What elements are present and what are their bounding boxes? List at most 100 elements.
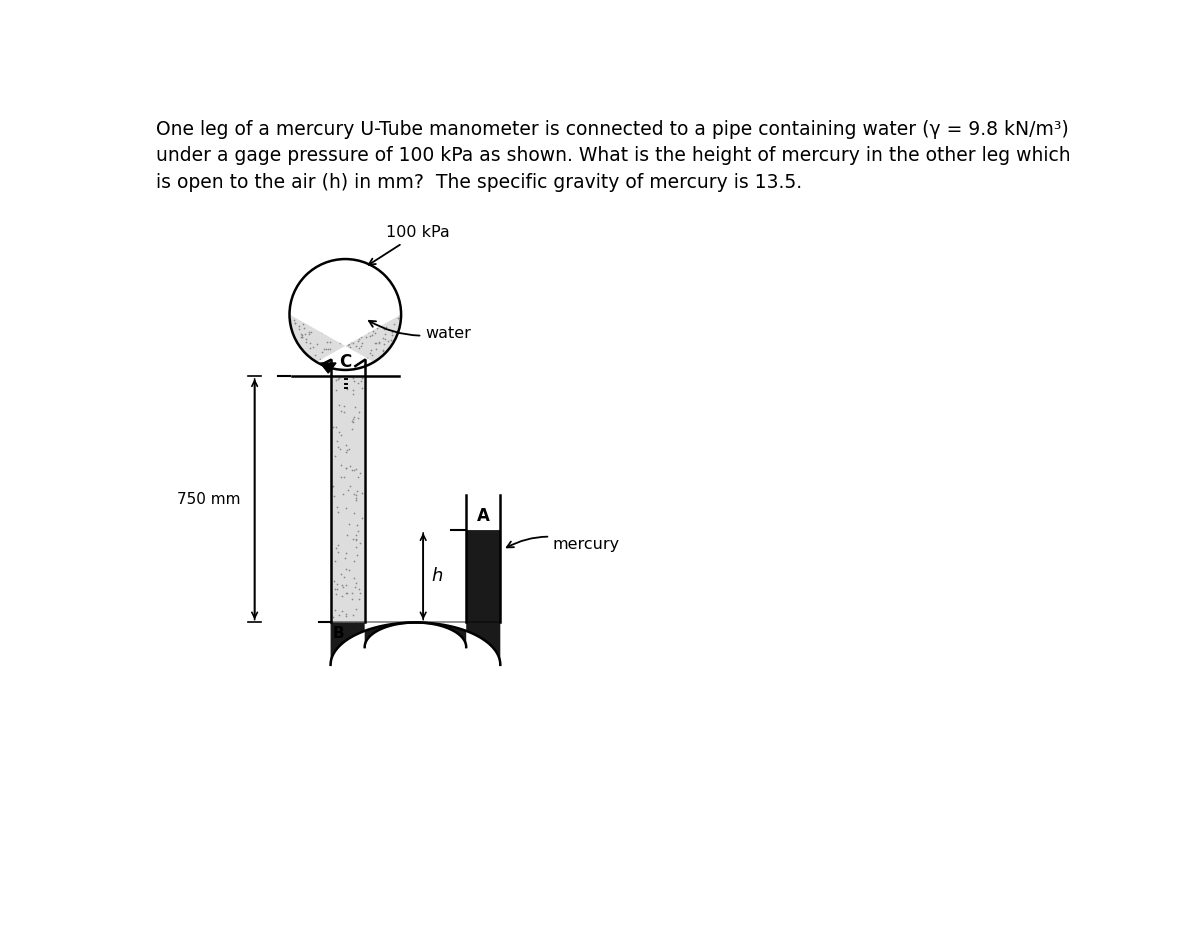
Point <box>326 540 346 555</box>
Point <box>324 488 343 503</box>
Point <box>350 312 370 327</box>
Point <box>342 422 361 437</box>
Point <box>384 293 403 308</box>
Point <box>331 324 350 339</box>
Point <box>337 381 356 396</box>
Point <box>348 411 367 426</box>
Point <box>350 305 370 320</box>
Point <box>343 414 362 429</box>
Point <box>349 405 368 420</box>
Point <box>370 267 389 282</box>
Point <box>295 312 314 327</box>
Point <box>312 306 331 321</box>
Point <box>348 523 367 538</box>
Point <box>360 272 379 288</box>
Point <box>344 463 364 478</box>
Point <box>374 326 394 342</box>
Point <box>388 310 407 325</box>
Point <box>361 329 380 344</box>
Polygon shape <box>289 259 401 377</box>
Point <box>324 479 343 494</box>
Point <box>289 322 308 337</box>
Point <box>384 294 403 309</box>
Point <box>366 303 385 318</box>
Point <box>343 387 362 402</box>
Point <box>331 300 350 315</box>
Point <box>344 410 364 425</box>
Point <box>337 577 356 592</box>
Point <box>326 298 346 313</box>
Point <box>340 345 359 360</box>
Point <box>380 298 400 313</box>
Point <box>311 314 330 329</box>
Point <box>350 339 370 354</box>
Point <box>290 326 310 342</box>
Point <box>295 326 314 342</box>
Point <box>332 604 352 619</box>
Point <box>325 317 344 332</box>
Point <box>343 292 362 307</box>
Point <box>346 285 365 300</box>
Point <box>364 288 383 303</box>
Point <box>329 344 348 359</box>
Point <box>332 588 352 604</box>
Point <box>329 284 348 299</box>
Point <box>329 439 348 454</box>
Point <box>295 321 314 336</box>
Text: C: C <box>340 354 352 372</box>
Point <box>307 312 326 327</box>
Point <box>346 276 365 291</box>
Point <box>365 325 384 341</box>
Point <box>353 370 372 385</box>
Point <box>326 321 346 336</box>
Point <box>313 299 332 314</box>
Point <box>334 349 353 364</box>
Point <box>338 258 358 273</box>
Point <box>326 373 346 388</box>
Point <box>296 332 316 347</box>
Point <box>343 412 362 427</box>
Point <box>323 300 342 315</box>
Point <box>323 318 342 333</box>
Point <box>322 269 341 284</box>
Point <box>292 329 311 344</box>
Point <box>320 262 340 277</box>
Point <box>331 404 350 419</box>
Point <box>347 311 366 326</box>
Point <box>360 345 379 360</box>
Point <box>331 567 350 582</box>
Point <box>289 303 308 318</box>
Point <box>313 344 332 359</box>
Point <box>365 311 384 326</box>
Point <box>330 288 349 303</box>
Point <box>376 320 395 335</box>
Point <box>372 301 391 316</box>
Point <box>320 275 340 290</box>
Point <box>298 294 317 309</box>
Point <box>341 265 360 280</box>
Point <box>348 293 367 308</box>
Point <box>332 577 352 592</box>
Point <box>314 274 334 289</box>
Point <box>335 357 354 372</box>
Point <box>359 324 378 340</box>
Point <box>314 307 334 323</box>
Point <box>356 296 376 311</box>
Point <box>292 303 311 318</box>
Point <box>304 340 323 355</box>
Point <box>294 317 313 332</box>
Point <box>306 296 325 311</box>
Point <box>336 307 355 323</box>
Point <box>325 280 344 295</box>
Point <box>347 339 366 354</box>
Point <box>326 382 346 397</box>
Point <box>334 295 353 310</box>
Point <box>316 261 335 276</box>
Point <box>350 586 370 601</box>
Point <box>343 382 362 397</box>
Point <box>330 397 349 412</box>
Point <box>306 264 325 279</box>
Point <box>337 305 356 320</box>
Point <box>342 463 361 478</box>
Point <box>335 551 354 566</box>
